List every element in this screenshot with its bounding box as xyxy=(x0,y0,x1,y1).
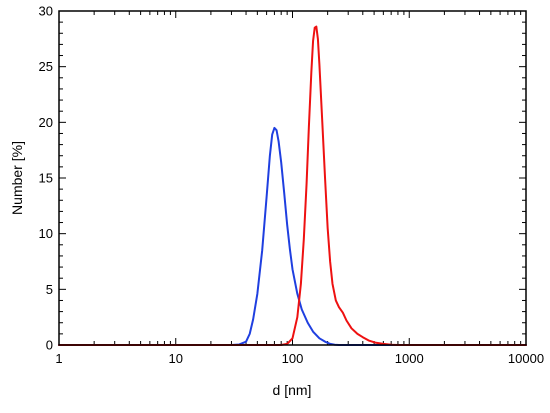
ticks-layer xyxy=(58,10,527,346)
y-tick-label: 0 xyxy=(46,338,53,353)
y-tick-label: 15 xyxy=(39,171,53,186)
labels-layer: 1 10 100 1000 10000 0 5 10 15 20 25 30 xyxy=(39,4,545,367)
series-line-1 xyxy=(58,126,527,346)
x-tick-label: 1 xyxy=(55,351,62,366)
y-tick-label: 5 xyxy=(46,282,53,297)
y-axis-title: Number [%] xyxy=(9,141,25,215)
y-tick-label: 20 xyxy=(39,115,53,130)
y-tick-label: 10 xyxy=(39,226,53,241)
x-tick-label: 10000 xyxy=(508,351,544,366)
x-tick-label: 10 xyxy=(169,351,183,366)
x-tick-label: 100 xyxy=(282,351,304,366)
plot-frame xyxy=(58,10,527,346)
x-axis-title: d [nm] xyxy=(273,382,312,398)
y-tick-label: 25 xyxy=(39,59,53,74)
series-line-2 xyxy=(58,25,527,346)
y-tick-label: 30 xyxy=(39,4,53,19)
x-tick-label: 1000 xyxy=(395,351,424,366)
series-layer xyxy=(58,25,527,346)
